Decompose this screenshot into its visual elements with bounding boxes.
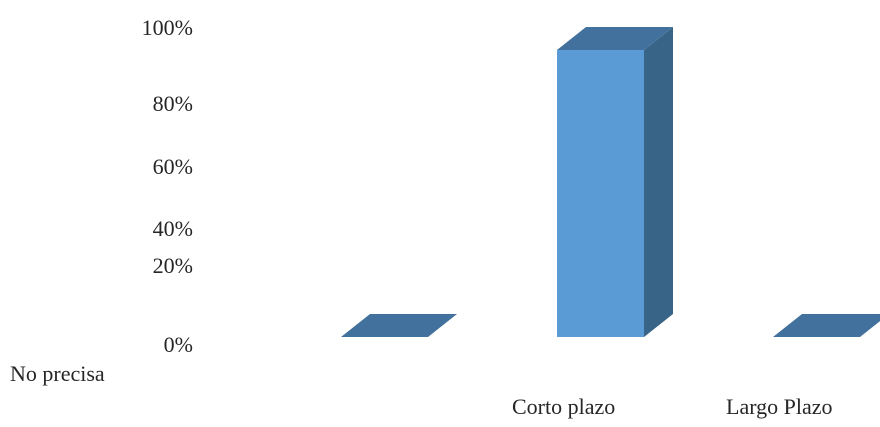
bar-side-face bbox=[644, 27, 673, 337]
bar bbox=[773, 314, 880, 337]
y-axis-ticks: 0% 20% 40% 60% 80% 100% bbox=[142, 15, 193, 357]
bars bbox=[341, 27, 880, 337]
bar-top-face bbox=[341, 314, 457, 337]
y-tick-label: 100% bbox=[142, 15, 193, 40]
category-label: Largo Plazo bbox=[726, 394, 833, 419]
bar-front-face bbox=[557, 50, 644, 337]
y-tick-label: 60% bbox=[153, 154, 193, 179]
y-tick-label: 40% bbox=[153, 216, 193, 241]
bar bbox=[557, 27, 673, 337]
x-axis-labels: No precisa Corto plazo Largo Plazo bbox=[10, 361, 833, 419]
y-tick-label: 80% bbox=[153, 91, 193, 116]
bar bbox=[341, 314, 457, 337]
bar-top-face bbox=[773, 314, 880, 337]
category-label: Corto plazo bbox=[512, 394, 615, 419]
category-label: No precisa bbox=[10, 361, 105, 386]
y-tick-label: 0% bbox=[164, 332, 193, 357]
y-tick-label: 20% bbox=[153, 253, 193, 278]
bar-top-face bbox=[557, 27, 673, 50]
